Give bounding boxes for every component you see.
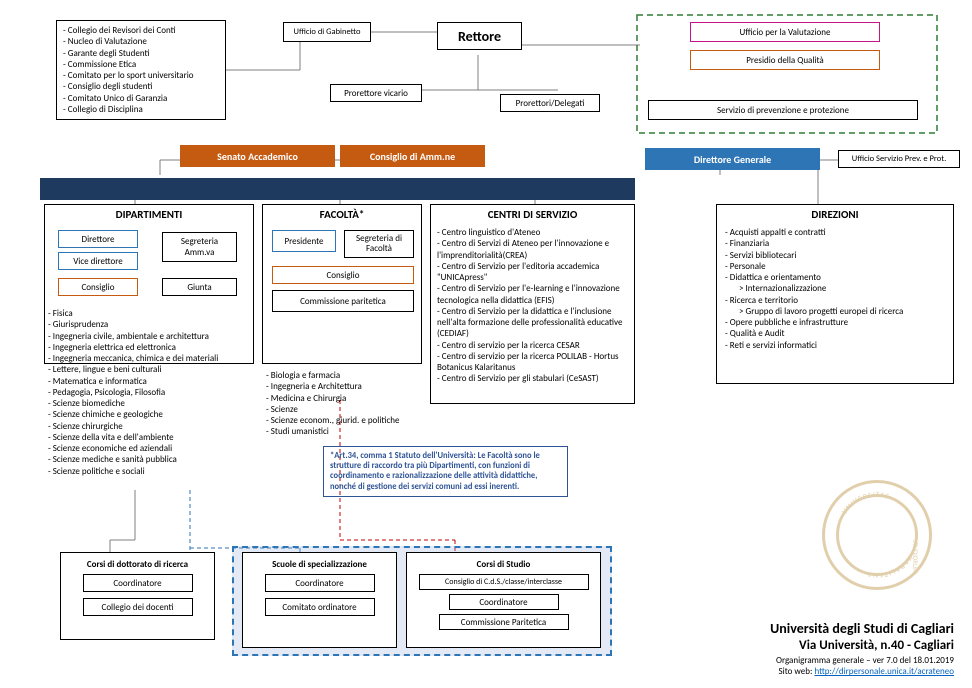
footer-address: Via Università, n.40 - Cagliari xyxy=(770,638,954,655)
rettore: Rettore xyxy=(437,22,522,50)
dipartimenti-list: FisicaGiurisprudenzaIngegneria civile, a… xyxy=(48,308,258,477)
cds-commissione: Commissione Paritetica xyxy=(439,614,569,630)
ufficio-gabinetto: Ufficio di Gabinetto xyxy=(283,22,371,42)
dottorato-title: Corsi di dottorato di ricerca xyxy=(65,559,210,570)
fac-consiglio: Consiglio xyxy=(272,266,414,284)
corsi-studio-box: Corsi di Studio Consiglio di C.d.S./clas… xyxy=(406,552,601,648)
cds-consiglio: Consiglio di C.d.S./classe/interclasse xyxy=(419,574,589,590)
servizio-prevenzione: Servizio di prevenzione e protezione xyxy=(648,100,918,120)
footer: Università degli Studi di Cagliari Via U… xyxy=(770,620,954,678)
svg-text:STUDIORUM: STUDIORUM xyxy=(911,540,919,574)
cds-coordinatore: Coordinatore xyxy=(449,594,559,610)
centri-title: CENTRI DI SERVIZIO xyxy=(430,208,635,221)
dottorato-collegio: Collegio dei docenti xyxy=(83,598,193,616)
direzioni-title: DIREZIONI xyxy=(716,208,954,221)
dip-giunta: Giunta xyxy=(162,278,237,296)
facolta-list: Biologia e farmaciaIngegneria e Architet… xyxy=(266,370,426,438)
centri-list: Centro linguistico d'AteneoCentro di Ser… xyxy=(437,227,628,385)
senato-accademico: Senato Accademico xyxy=(180,145,335,167)
footer-version: Organigramma generale – ver 7.0 del 18.0… xyxy=(770,655,954,667)
dipartimenti-column: DIPARTIMENTI Direttore Vice direttore Se… xyxy=(40,178,258,490)
governance-bodies-list: Collegio dei Revisori dei ContiNucleo di… xyxy=(56,20,226,120)
footer-university: Università degli Studi di Cagliari xyxy=(770,620,954,638)
prorettore-vicario: Prorettore vicario xyxy=(330,84,422,102)
facolta-title: FACOLTÀ* xyxy=(262,208,422,221)
university-seal: UNIVERSITAS KARALITANA STUDIORUM xyxy=(822,480,932,590)
spec-title: Scuole di specializzazione xyxy=(247,559,392,570)
note-art34: *Art.34, comma 1 Statuto dell'Università… xyxy=(323,446,568,497)
dottorato-coordinatore: Coordinatore xyxy=(83,574,193,592)
footer-web-label: Sito web: xyxy=(779,666,815,677)
prorettori-delegati: Prorettori/Delegati xyxy=(500,94,600,112)
direzioni-list: - Acquisti appalti e contratti- Finanzia… xyxy=(725,227,947,351)
cds-title: Corsi di Studio xyxy=(411,559,596,570)
specializzazione-box: Scuole di specializzazione Coordinatore … xyxy=(242,552,397,648)
footer-link[interactable]: http://dirpersonale.unica.it/acrateneo xyxy=(814,666,954,677)
dip-vice-direttore: Vice direttore xyxy=(58,252,138,270)
svg-text:KARALITANA: KARALITANA xyxy=(866,554,914,579)
dip-direttore: Direttore xyxy=(58,230,138,248)
direttore-generale: Direttore Generale xyxy=(645,148,820,170)
spec-coordinatore: Coordinatore xyxy=(265,574,375,592)
dip-consiglio: Consiglio xyxy=(58,278,138,296)
fac-segreteria: Segreteria di Facoltà xyxy=(344,230,414,258)
fac-comm-paritetica: Commissione paritetica xyxy=(272,290,414,312)
ufficio-valutazione: Ufficio per la Valutazione xyxy=(690,22,880,42)
presidio-qualita: Presidio della Qualità xyxy=(690,50,880,70)
svg-text:UNIVERSITAS: UNIVERSITAS xyxy=(840,491,891,516)
dipartimenti-title: DIPARTIMENTI xyxy=(40,208,258,221)
dottorato-box: Corsi di dottorato di ricerca Coordinato… xyxy=(60,552,215,640)
fac-presidente: Presidente xyxy=(272,230,336,252)
ufficio-servizio-prev-prot: Ufficio Servizio Prev. e Prot. xyxy=(838,150,960,168)
spec-comitato: Comitato ordinatore xyxy=(265,598,375,616)
consiglio-amministrazione: Consiglio di Amm.ne xyxy=(340,145,485,167)
dip-segreteria: Segreteria Amm.va xyxy=(162,232,237,262)
